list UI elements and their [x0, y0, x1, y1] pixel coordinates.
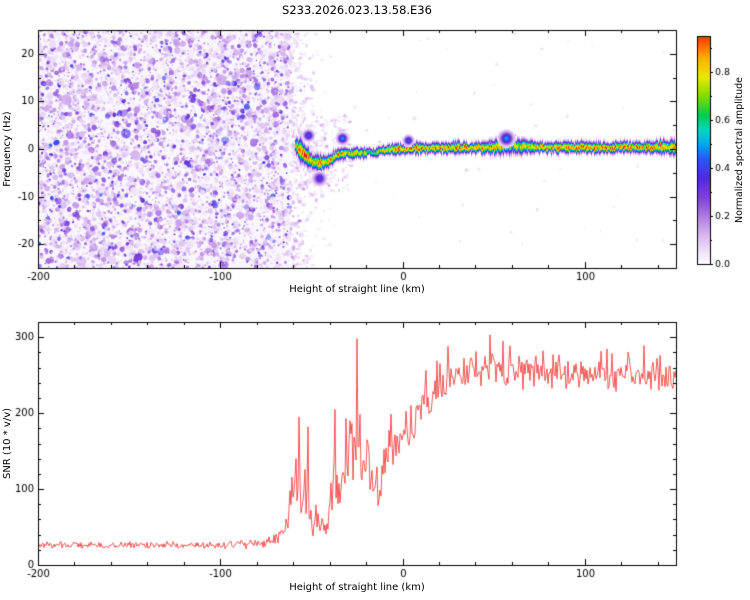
figure-title: S233.2026.023.13.58.E36: [282, 3, 432, 17]
spectrogram-xaxis-label: Height of straight line (km): [289, 284, 425, 295]
colorbar-label: Normalized spectral amplitude: [734, 76, 745, 224]
snr-xaxis-label: Height of straight line (km): [289, 582, 425, 593]
snr-yaxis-label: SNR (10 * v/v): [2, 407, 13, 480]
spectrogram-yaxis-label: Frequency (Hz): [2, 111, 13, 187]
